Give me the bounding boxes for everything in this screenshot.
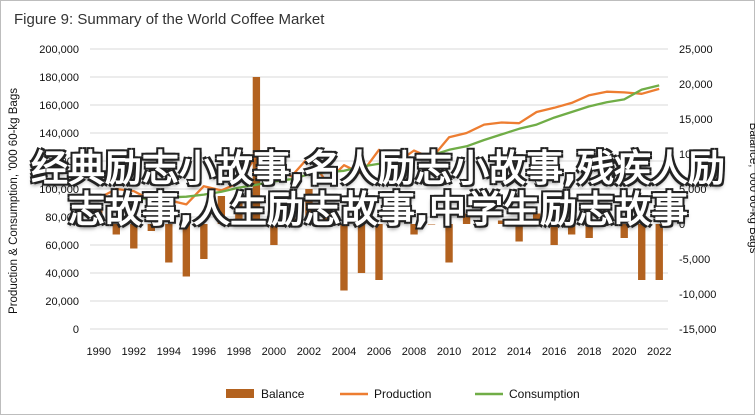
y-left-tick-label: 0 [73,324,79,336]
balance-bar [305,189,313,224]
x-tick-label: 2012 [472,346,496,358]
y-left-tick-label: 180,000 [39,72,79,84]
balance-bar [322,210,331,224]
balance-bar [357,224,366,273]
y-right-tick-label: -5,000 [679,254,710,266]
y-axis-right-label: Balance, '000 60-kg Bags [747,123,755,254]
axis-ticks: 0 20,000 40,000 60,000 80,000 100,000 120,000 1… [39,44,716,358]
balance-bar [655,224,663,280]
x-tick-label: 1990 [87,346,111,358]
balance-bar [252,77,261,224]
balance-bar [603,220,611,224]
balance-bar [392,217,401,224]
consumption-line [98,84,660,201]
balance-bar [480,203,488,224]
y-left-tick-label: 20,000 [45,296,79,308]
y-right-tick-label: 5,000 [679,184,707,196]
y-right-tick-label: 20,000 [679,79,713,91]
balance-bar [410,224,418,235]
x-tick-label: 2004 [332,346,356,358]
gridlines [90,48,668,330]
y-left-tick-label: 80,000 [45,212,79,224]
balance-bar [445,224,453,263]
legend: Balance Production Consumption [226,387,580,401]
y-right-tick-label: -15,000 [679,324,716,336]
y-axis-left-label: Production & Consumption, '000 60-kg Bag… [8,88,20,314]
y-left-tick-label: 160,000 [39,100,79,112]
balance-bar [462,213,471,224]
x-tick-label: 2006 [367,346,391,358]
balance-bar [497,220,506,224]
y-right-tick-label: 25,000 [679,44,713,56]
legend-label-production: Production [374,387,431,401]
balance-bar [112,224,120,235]
balance-bar [165,224,173,263]
y-left-tick-label: 40,000 [45,268,79,280]
balance-bar [585,224,593,238]
x-tick-label: 2014 [507,346,531,358]
balance-bar [95,210,103,224]
legend-label-consumption: Consumption [509,387,580,401]
balance-bar [427,224,436,225]
y-left-tick-label: 120,000 [39,156,79,168]
x-tick-label: 2016 [542,346,566,358]
series-lines [98,84,660,206]
balance-bar [147,224,155,231]
legend-label-balance: Balance [261,387,305,401]
x-tick-label: 1996 [192,346,216,358]
x-tick-label: 1998 [227,346,251,358]
balance-bar [340,224,348,291]
x-tick-label: 2018 [577,346,601,358]
balance-bar [638,224,646,280]
y-right-tick-label: 10,000 [679,149,713,161]
balance-bars [95,77,663,291]
x-tick-label: 2008 [402,346,426,358]
x-tick-label: 1992 [122,346,146,358]
balance-bar [287,217,296,224]
balance-bar [130,224,138,249]
balance-bar [217,196,226,224]
x-tick-label: 2020 [612,346,636,358]
balance-bar [567,224,576,235]
x-tick-label: 2022 [647,346,671,358]
chart-title: Figure 9: Summary of the World Coffee Ma… [14,11,325,28]
balance-bar [532,213,541,224]
production-line [98,87,660,206]
x-tick-label: 2000 [262,346,286,358]
legend-swatch-balance [226,389,254,398]
balance-bar [200,224,208,259]
balance-bar [375,224,383,280]
balance-bar [182,224,191,277]
x-tick-label: 1994 [157,346,181,358]
balance-bar [550,224,558,245]
y-left-tick-label: 100,000 [39,184,79,196]
balance-bar [620,224,628,238]
x-tick-label: 2010 [437,346,461,358]
y-left-tick-label: 140,000 [39,128,79,140]
y-right-tick-label: -10,000 [679,289,716,301]
x-tick-label: 2002 [297,346,321,358]
y-left-tick-label: 60,000 [45,240,79,252]
balance-bar [515,224,523,242]
balance-bar [270,224,278,245]
y-left-tick-label: 200,000 [39,44,79,56]
y-right-tick-label: 15,000 [679,114,713,126]
balance-bar [235,203,243,224]
y-right-tick-label: 0 [679,219,685,231]
